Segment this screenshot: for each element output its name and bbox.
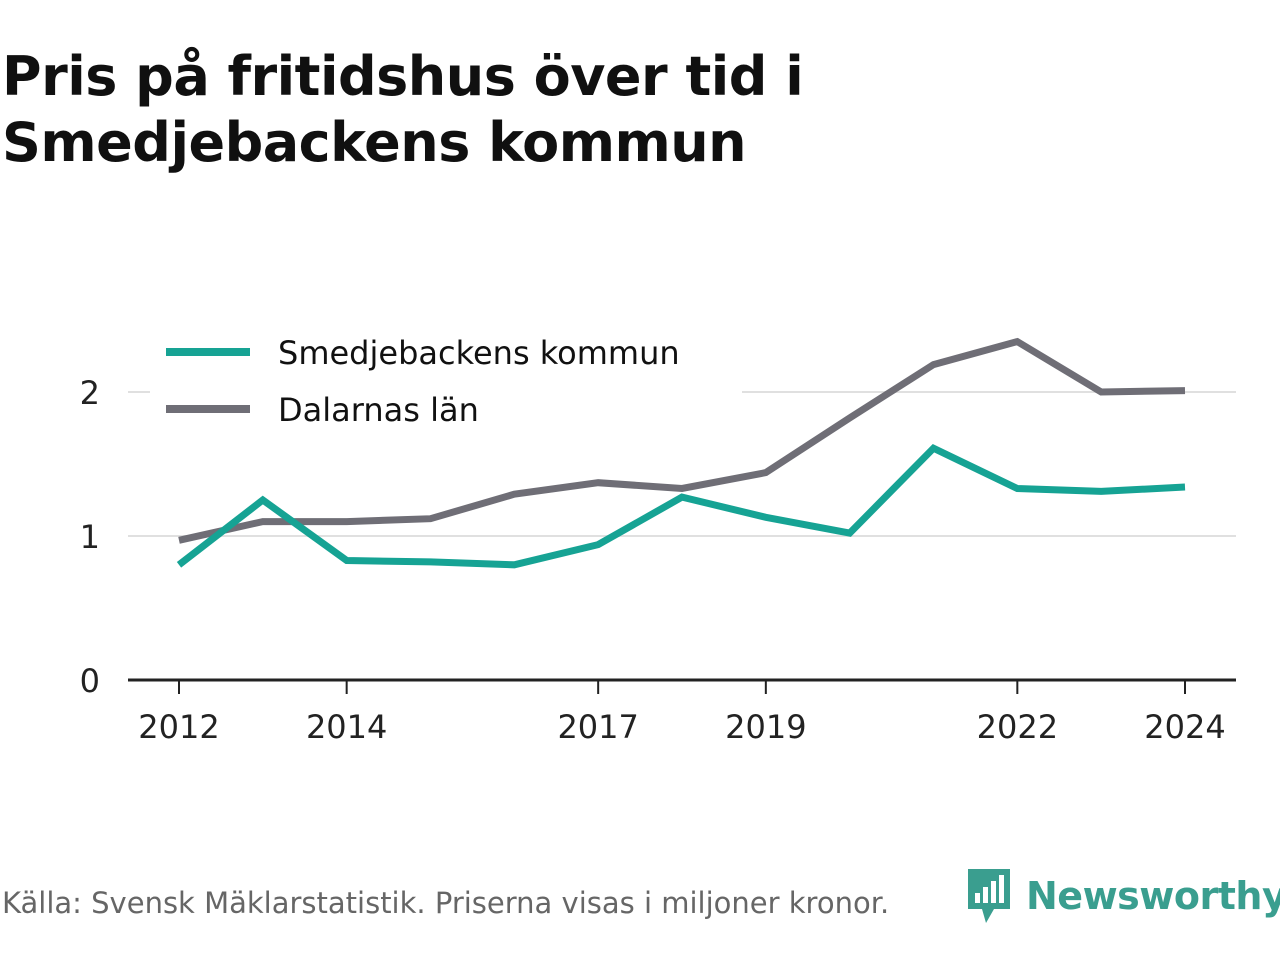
x-tick-label-2014: 2014 [306,708,387,746]
newsworthy-logo-icon [968,869,1010,923]
x-tick-label-2022: 2022 [977,708,1058,746]
chart-title: Pris på fritidshus över tid i Smedjeback… [2,45,804,174]
legend-background [150,318,742,438]
legend: Smedjebackens kommun Dalarnas län [150,318,742,438]
series-line-dalarnas-län [178,337,1186,544]
y-tick-label-1: 1 [80,518,100,556]
y-axis: 0 1 2 [80,374,100,700]
x-tick-label-2017: 2017 [557,708,638,746]
x-tick-label-2019: 2019 [725,708,806,746]
y-tick-label-2: 2 [80,374,100,412]
series-lines [176,337,1186,569]
newsworthy-logo[interactable]: Newsworthy [964,864,1280,928]
brand-name: Newsworthy [1026,874,1280,918]
x-tick-label-2024: 2024 [1144,708,1225,746]
x-axis: 2012 2014 2017 2019 2022 2024 [128,678,1236,746]
x-tick-label-2012: 2012 [138,708,219,746]
series-line-smedjebackens-kommun [176,443,1186,569]
legend-label-dalarnas-län: Dalarnas län [278,391,479,429]
line-chart: 2012 2014 2017 2019 2022 2024 0 1 2 Smedjebacke… [79,318,1236,746]
legend-label-smedjebackens-kommun: Smedjebackens kommun [278,334,680,372]
y-tick-label-0: 0 [80,662,100,700]
source-note: Källa: Svensk Mäklarstatistik. Priserna … [2,886,890,920]
